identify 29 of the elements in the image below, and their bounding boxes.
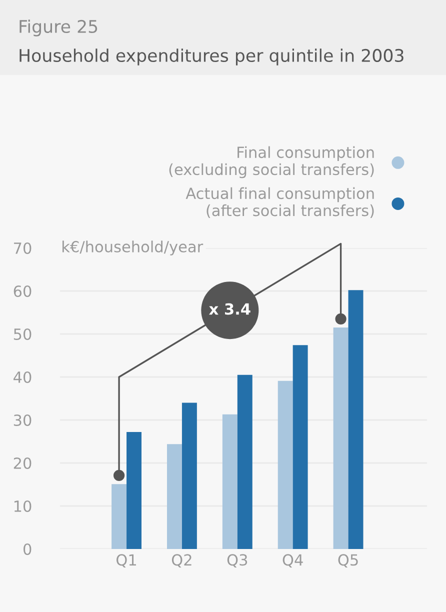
bar xyxy=(237,374,252,549)
bar xyxy=(166,444,182,549)
legend-label: Actual final consumption (after social transfers) xyxy=(186,187,374,218)
bar xyxy=(278,380,293,549)
y-tick-label: 70 xyxy=(14,242,32,254)
bar xyxy=(112,484,127,549)
bar xyxy=(222,414,238,549)
bar xyxy=(333,328,348,549)
y-tick-label: 50 xyxy=(14,328,32,340)
bar xyxy=(292,345,308,549)
y-tick-label: 30 xyxy=(14,414,32,426)
x-tick-label: Q5 xyxy=(338,554,358,568)
bar xyxy=(182,402,197,549)
y-tick-label: 0 xyxy=(24,543,32,556)
x-tick-label: Q4 xyxy=(282,554,303,568)
chart-subtitle: Household expenditures per quintile in 2003 xyxy=(20,48,404,66)
x-tick-label: Q1 xyxy=(116,554,136,568)
y-tick-label: 20 xyxy=(14,457,32,470)
x-tick-label: Q3 xyxy=(227,554,248,568)
annotation: x 3.4 xyxy=(209,303,250,315)
legend-label: Final consumption (excluding social transfers) xyxy=(169,146,374,178)
y-tick-label: 10 xyxy=(14,500,32,512)
bar xyxy=(348,290,364,549)
bar xyxy=(126,432,142,549)
chart-title: Figure 25 xyxy=(20,20,98,36)
y-tick-label: 40 xyxy=(14,371,32,384)
y-tick-label: 60 xyxy=(14,285,32,298)
x-tick-label: Q2 xyxy=(172,554,192,568)
y-axis-title: k€/household/year xyxy=(62,240,204,256)
